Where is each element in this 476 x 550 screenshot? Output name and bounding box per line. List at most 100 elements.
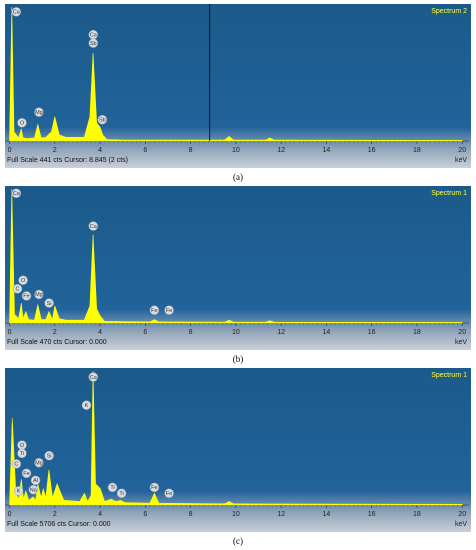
peak-label-badge: [17, 118, 27, 128]
status-line: Full Scale 441 cts Cursor: 8.845 (2 cts): [7, 157, 128, 164]
spectrum-panel: 0 2 4 6 8 10 12 14 16 18 20 keV Full Scale 441 cts C…: [5, 4, 471, 182]
peak-label-badge: [107, 482, 118, 493]
peak-label: Mg: [35, 110, 43, 116]
peak-label-badge: [28, 484, 39, 495]
x-tick-label: 10: [232, 329, 240, 336]
x-tick-label: 12: [277, 511, 285, 518]
x-tick-label: 0: [8, 329, 12, 336]
x-tick-label: 20: [458, 147, 466, 154]
peak-label-badge: [21, 468, 32, 479]
x-tick-label: 6: [143, 147, 147, 154]
peak-label-badge: [97, 114, 108, 125]
spectrum-panel: 0 2 4 6 8 10 12 14 16 18 20 keV Full Scale 470 cts C…: [5, 186, 471, 364]
peak-label: O: [20, 443, 25, 449]
peak-label: Ca: [90, 224, 98, 230]
peak-label-badge: [13, 486, 24, 496]
peak-label-badge: [34, 457, 44, 468]
x-axis-label: keV: [455, 339, 467, 346]
peak-label: Fe: [166, 491, 172, 497]
x-tick-label: 16: [368, 329, 376, 336]
plot-background: [5, 186, 471, 350]
peak-label-badge: [11, 188, 22, 199]
spectrum-name: Spectrum 1: [431, 190, 467, 197]
spectrum-area: [9, 188, 463, 324]
x-tick-label: 20: [458, 511, 466, 518]
peak-label-badge: [164, 488, 174, 499]
x-tick-label: 10: [232, 147, 240, 154]
peak-label-badge: [116, 488, 127, 499]
x-tick-label: 16: [368, 511, 376, 518]
peak-label: Ca: [90, 375, 98, 381]
peak-label-badge: [34, 289, 44, 300]
peak-label-badge: [30, 475, 41, 486]
peak-label-badge: [17, 448, 27, 459]
x-axis-label: keV: [455, 157, 467, 164]
peak-label: Ti: [110, 485, 114, 491]
peak-label: Fe: [151, 308, 157, 314]
peak-label: O: [20, 121, 25, 127]
peak-label: Ti: [119, 491, 123, 497]
x-tick-label: 8: [189, 329, 193, 336]
peak-label: C: [14, 462, 18, 468]
spectrum-area: [9, 370, 463, 506]
peak-label: Ti: [20, 451, 24, 457]
peak-label: Si: [47, 301, 52, 307]
peak-label: O: [21, 278, 26, 284]
peak-label: Fe: [166, 308, 172, 314]
x-tick-label: 0: [8, 511, 12, 518]
spectrum-area: [9, 6, 463, 142]
x-axis-label: keV: [455, 521, 467, 528]
x-tick-label: 12: [277, 147, 285, 154]
peak-label-badge: [164, 305, 174, 315]
x-tick-label: 8: [189, 511, 193, 518]
x-tick-label: 4: [98, 147, 102, 154]
peak-label: K: [17, 489, 21, 495]
panel-caption: (c): [233, 536, 243, 546]
peak-label: K: [85, 403, 89, 409]
x-tick-label: 4: [98, 329, 102, 336]
peak-label: Sb: [90, 41, 97, 47]
peak-label: Ca: [13, 10, 21, 16]
x-tick-label: 6: [143, 329, 147, 336]
x-tick-label: 12: [277, 329, 285, 336]
spectrum-panel: 0 2 4 6 8 10 12 14 16 18 20 keV Full Scale 5706 cts …: [5, 368, 471, 546]
plot-background: [5, 4, 471, 168]
x-tick-label: 14: [323, 329, 331, 336]
peak-label-badge: [88, 221, 99, 231]
x-tick-label: 20: [458, 329, 466, 336]
peak-label-badge: [18, 275, 28, 285]
peak-label-badge: [12, 284, 23, 294]
peak-label-badge: [11, 459, 22, 469]
peak-label: C: [15, 287, 19, 293]
peak-label-badge: [21, 291, 32, 301]
x-tick-label: 2: [53, 511, 57, 518]
peak-label-badge: [88, 372, 99, 382]
x-tick-label: 18: [413, 147, 421, 154]
peak-label: Fe: [151, 485, 157, 491]
peak-label-badge: [88, 38, 99, 48]
status-line: Full Scale 5706 cts Cursor: 0.000: [7, 521, 111, 528]
x-tick-label: 2: [53, 329, 57, 336]
x-tick-label: 6: [143, 511, 147, 518]
x-tick-label: 4: [98, 511, 102, 518]
peak-label-badge: [149, 482, 160, 493]
x-tick-label: 14: [323, 147, 331, 154]
peak-label-badge: [149, 305, 160, 315]
peak-label: Mg: [35, 460, 43, 466]
peak-label-badge: [44, 298, 54, 308]
peak-label: Fe: [23, 471, 29, 477]
x-tick-label: 0: [8, 147, 12, 154]
x-tick-label: 16: [368, 147, 376, 154]
peak-label: Ca: [90, 32, 98, 38]
x-tick-label: 18: [413, 511, 421, 518]
x-tick-label: 14: [323, 511, 331, 518]
status-line: Full Scale 470 cts Cursor: 0.000: [7, 339, 107, 346]
peak-label-badge: [81, 400, 92, 410]
panel-caption: (b): [233, 354, 244, 364]
peak-label: Sb: [99, 117, 106, 123]
x-tick-label: 18: [413, 329, 421, 336]
peak-label: Fe: [23, 294, 29, 300]
spectrum-name: Spectrum 1: [431, 372, 467, 379]
